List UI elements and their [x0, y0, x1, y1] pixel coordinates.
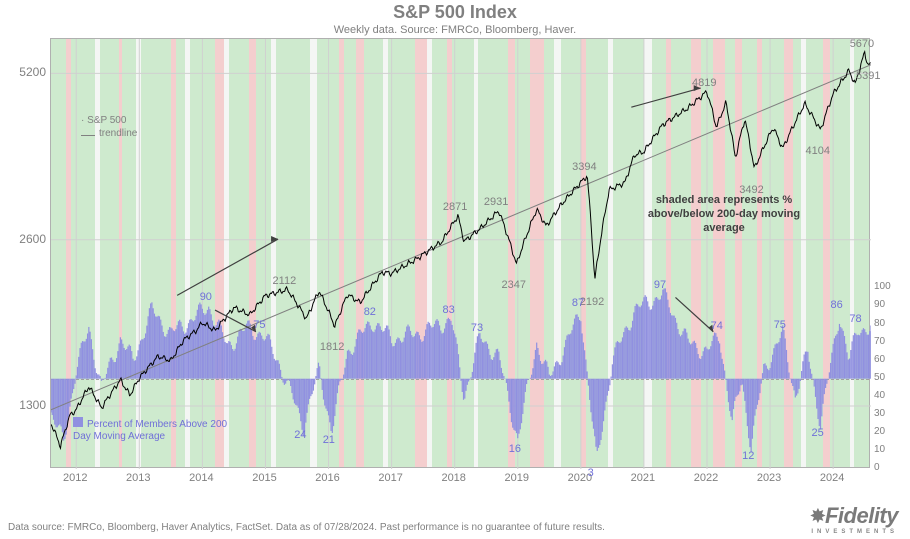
chart-subtitle: Weekly data. Source: FMRCo, Bloomberg, H…	[0, 24, 910, 36]
shaded-area-note: shaded area represents % above/below 200…	[634, 194, 814, 235]
legend-sp500-label: S&P 500	[87, 115, 126, 126]
price-legend: · S&P 500 trendline	[81, 114, 137, 140]
price-annotation: 3394	[572, 161, 596, 173]
price-annotation: 4819	[692, 77, 716, 89]
y-right-tick: 70	[874, 336, 904, 347]
x-tick: 2022	[694, 472, 718, 484]
price-annotation: 4104	[806, 145, 830, 157]
brand-subtext: INVESTMENTS	[810, 529, 898, 535]
x-tick: 2016	[315, 472, 339, 484]
breadth-annotation: 25	[812, 427, 824, 439]
breadth-annotation: 82	[364, 306, 376, 318]
x-tick: 2023	[757, 472, 781, 484]
trend-arrows	[51, 39, 871, 469]
chart-container: S&P 500 Index Weekly data. Source: FMRCo…	[0, 0, 910, 500]
breadth-annotation: 74	[711, 320, 723, 332]
chart-title: S&P 500 Index	[0, 2, 910, 23]
price-annotation: 5670	[850, 38, 874, 50]
y-left-tick: 2600	[6, 232, 46, 246]
breadth-annotation: 16	[509, 443, 521, 455]
price-annotation: 2871	[443, 201, 467, 213]
x-tick: 2021	[631, 472, 655, 484]
price-annotation: 3492	[739, 184, 763, 196]
y-right-tick: 60	[874, 354, 904, 365]
breadth-annotation: 75	[253, 319, 265, 331]
breadth-annotation: 3	[588, 467, 594, 479]
price-annotation: 5391	[856, 70, 880, 82]
breadth-annotation: 75	[774, 319, 786, 331]
brand-star-icon: ✸	[810, 506, 825, 526]
breadth-annotation: 83	[443, 304, 455, 316]
x-tick: 2013	[126, 472, 150, 484]
y-right-tick: 80	[874, 318, 904, 329]
y-right-tick: 90	[874, 299, 904, 310]
breadth-annotation: 90	[200, 291, 212, 303]
price-annotation: 2112	[273, 275, 297, 287]
price-annotation: 1812	[320, 341, 344, 353]
breadth-annotation: 86	[830, 299, 842, 311]
x-tick: 2018	[441, 472, 465, 484]
x-tick: 2019	[505, 472, 529, 484]
x-tick: 2015	[252, 472, 276, 484]
breadth-annotation: 97	[654, 279, 666, 291]
y-right-tick: 30	[874, 408, 904, 419]
brand-logo: ✸Fidelity INVESTMENTS	[810, 503, 898, 535]
breadth-annotation: 24	[294, 429, 306, 441]
breadth-annotation: 87	[572, 297, 584, 309]
brand-name: Fidelity	[825, 503, 898, 528]
breadth-annotation: 73	[471, 322, 483, 334]
breadth-legend-label: Percent of Members Above 200 Day Moving …	[73, 419, 227, 442]
x-tick: 2017	[378, 472, 402, 484]
price-annotation: 2347	[502, 279, 526, 291]
y-right-tick: 10	[874, 444, 904, 455]
y-right-tick: 20	[874, 426, 904, 437]
x-tick: 2024	[820, 472, 844, 484]
y-right-tick: 100	[874, 281, 904, 292]
legend-trend-marker	[81, 135, 95, 136]
legend-trend-label: trendline	[99, 128, 137, 139]
y-right-tick: 0	[874, 462, 904, 473]
breadth-annotation: 21	[323, 434, 335, 446]
breadth-legend: Percent of Members Above 200 Day Moving …	[73, 417, 233, 443]
plot-area: · S&P 500 trendline shaded area represen…	[50, 38, 870, 468]
x-tick: 2014	[189, 472, 213, 484]
breadth-annotation: 12	[742, 450, 754, 462]
y-left-tick: 5200	[6, 65, 46, 79]
breadth-legend-swatch	[73, 417, 83, 427]
y-right-tick: 40	[874, 390, 904, 401]
price-annotation: 2931	[484, 196, 508, 208]
y-left-tick: 1300	[6, 398, 46, 412]
x-tick: 2012	[63, 472, 87, 484]
breadth-annotation: 78	[849, 313, 861, 325]
footer-attribution: Data source: FMRCo, Bloomberg, Haver Ana…	[8, 522, 605, 533]
y-right-tick: 50	[874, 372, 904, 383]
